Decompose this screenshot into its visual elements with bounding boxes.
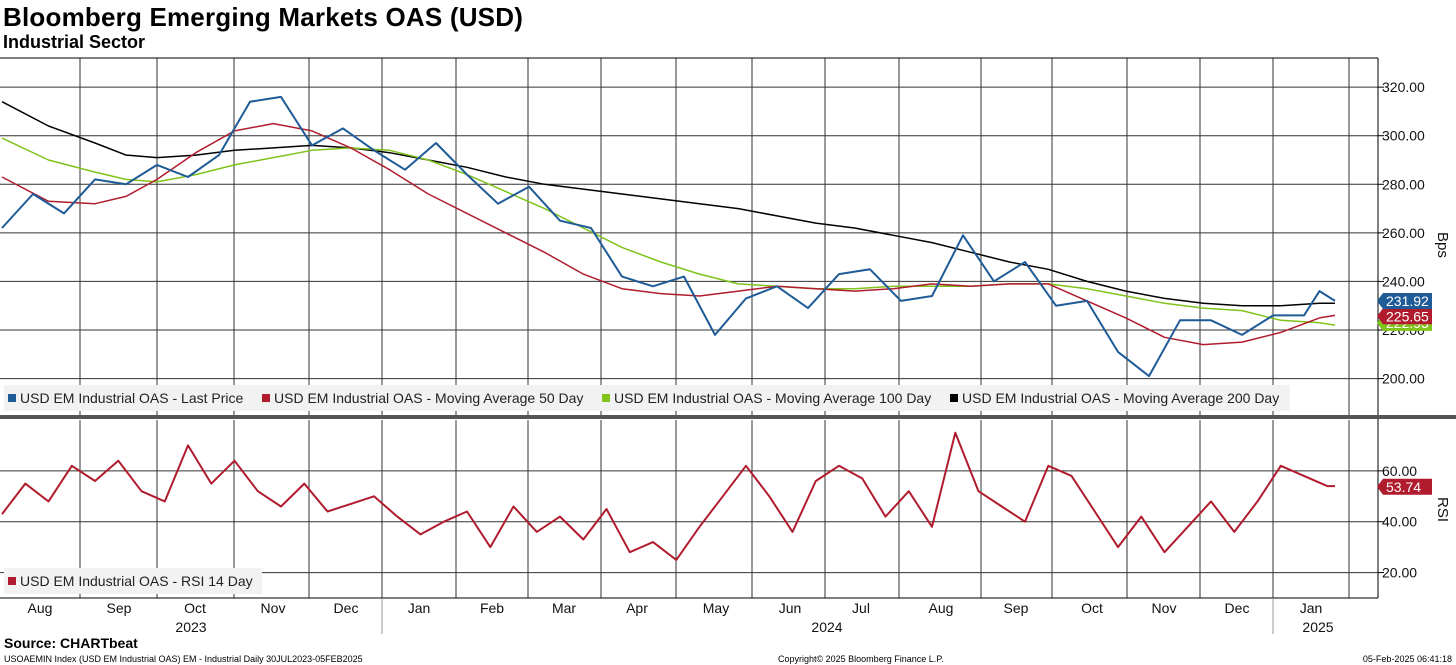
end-tag-rsi: 53.74 [1386,479,1421,495]
ytick-label: 240.00 [1382,273,1425,289]
legend-label: USD EM Industrial OAS - Last Price [20,390,244,406]
timestamp: 05-Feb-2025 06:41:18 [1362,654,1452,664]
xtick-month: Aug [28,600,53,616]
end-tag-rsi-bg [1377,478,1432,495]
ytick-label: 20.00 [1382,565,1417,581]
series-line-ma50 [1,122,1336,346]
xtick-month: Jan [1300,600,1323,616]
xtick-month: Apr [626,600,648,616]
end-tag-ma50: 225.65 [1386,308,1429,324]
xtick-month: Dec [1225,600,1250,616]
xtick-month: Sep [1004,600,1029,616]
source-note: Source: CHARTbeat [4,635,138,651]
xtick-year: 2025 [1302,619,1333,635]
xtick-year: 2024 [811,619,842,635]
xtick-month: May [703,600,729,616]
xtick-month: Aug [929,600,954,616]
ytick-label: 60.00 [1382,463,1417,479]
xtick-month: Jul [852,600,870,616]
ytick-label: 200.00 [1382,371,1425,387]
end-tag-ma50-bg [1377,308,1432,325]
chart-subtitle: Industrial Sector [3,32,146,52]
ytick-label: 320.00 [1382,79,1425,95]
end-tag-last_price-bg [1377,293,1432,310]
legend-rsi [4,568,262,594]
ytick-label: 280.00 [1382,176,1425,192]
xtick-month: Feb [480,600,504,616]
legend-label: USD EM Industrial OAS - Moving Average 1… [614,390,931,406]
series-line-last_price [1,95,1336,378]
ytick-label: 260.00 [1382,225,1425,241]
legend-swatch [950,394,958,402]
xtick-month: Oct [184,600,206,616]
legend-swatch [8,394,16,402]
series-line-ma100 [1,137,1336,326]
ytick-label: 40.00 [1382,514,1417,530]
legend-label: USD EM Industrial OAS - Moving Average 5… [274,390,583,406]
legend-top [4,385,1290,411]
xtick-month: Nov [1152,600,1177,616]
end-tag-last_price: 231.92 [1386,293,1429,309]
copyright-note: Copyright© 2025 Bloomberg Finance L.P. [778,654,944,664]
legend-label: USD EM Industrial OAS - RSI 14 Day [20,573,253,589]
legend-label: USD EM Industrial OAS - Moving Average 2… [962,390,1279,406]
xtick-year: 2023 [175,619,206,635]
series-line-ma200 [1,101,1335,307]
xtick-month: Dec [334,600,359,616]
ylabel-bps: Bps [1434,232,1451,258]
series-line-rsi [1,431,1335,561]
xtick-month: Jan [408,600,431,616]
xtick-month: Nov [261,600,286,616]
xtick-month: Jun [779,600,802,616]
legend-swatch [602,394,610,402]
ytick-label: 300.00 [1382,128,1425,144]
index-info: USOAEMIN Index (USD EM Industrial OAS) E… [4,654,363,664]
xtick-month: Sep [107,600,132,616]
xtick-month: Mar [552,600,576,616]
xtick-month: Oct [1081,600,1103,616]
legend-swatch [262,394,270,402]
legend-swatch [8,577,16,585]
chart-title: Bloomberg Emerging Markets OAS (USD) [3,2,524,32]
ylabel-rsi: RSI [1434,497,1451,522]
